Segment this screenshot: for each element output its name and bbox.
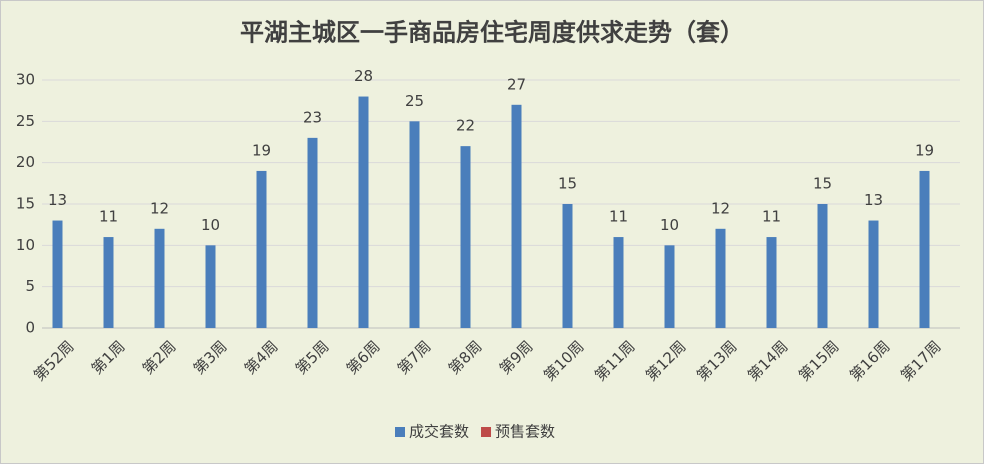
bar	[52, 220, 63, 328]
data-label: 22	[456, 117, 475, 135]
data-label: 10	[201, 216, 220, 234]
data-label: 10	[660, 216, 679, 234]
y-tick-label: 0	[25, 319, 35, 337]
bar	[460, 146, 471, 328]
data-label: 19	[252, 141, 271, 159]
bar	[715, 228, 726, 328]
bar	[256, 170, 267, 328]
data-label: 13	[48, 191, 67, 209]
data-label: 15	[813, 175, 832, 193]
data-label: 23	[303, 108, 322, 126]
bar	[868, 220, 879, 328]
legend-swatch	[481, 427, 492, 437]
bar	[766, 237, 777, 328]
bar	[817, 204, 828, 328]
data-label: 15	[558, 175, 577, 193]
bar	[358, 96, 369, 329]
bar	[511, 104, 522, 328]
chart-title: 平湖主城区一手商品房住宅周度供求走势（套）	[240, 18, 744, 47]
legend-label: 预售套数	[495, 423, 555, 441]
data-label: 12	[150, 199, 169, 217]
bar	[409, 121, 420, 328]
data-label: 11	[609, 208, 628, 226]
bar	[205, 245, 216, 328]
bar	[664, 245, 675, 328]
data-label: 25	[405, 92, 424, 110]
y-tick-label: 10	[16, 236, 35, 254]
y-tick-label: 5	[25, 277, 35, 295]
data-label: 11	[762, 208, 781, 226]
bar	[103, 237, 114, 328]
data-label: 28	[354, 67, 373, 85]
legend-label: 成交套数	[409, 423, 469, 441]
data-label: 13	[864, 191, 883, 209]
bar	[307, 137, 318, 328]
data-label: 27	[507, 75, 526, 93]
y-tick-label: 30	[16, 71, 35, 89]
bar	[919, 170, 930, 328]
y-tick-label: 25	[16, 112, 35, 130]
data-label: 11	[99, 208, 118, 226]
y-tick-label: 15	[16, 195, 35, 213]
y-tick-label: 20	[16, 153, 35, 171]
bar	[562, 204, 573, 328]
data-label: 12	[711, 199, 730, 217]
legend-swatch	[395, 427, 405, 437]
bar	[154, 228, 165, 328]
bar	[613, 237, 624, 328]
data-label: 19	[915, 141, 934, 159]
